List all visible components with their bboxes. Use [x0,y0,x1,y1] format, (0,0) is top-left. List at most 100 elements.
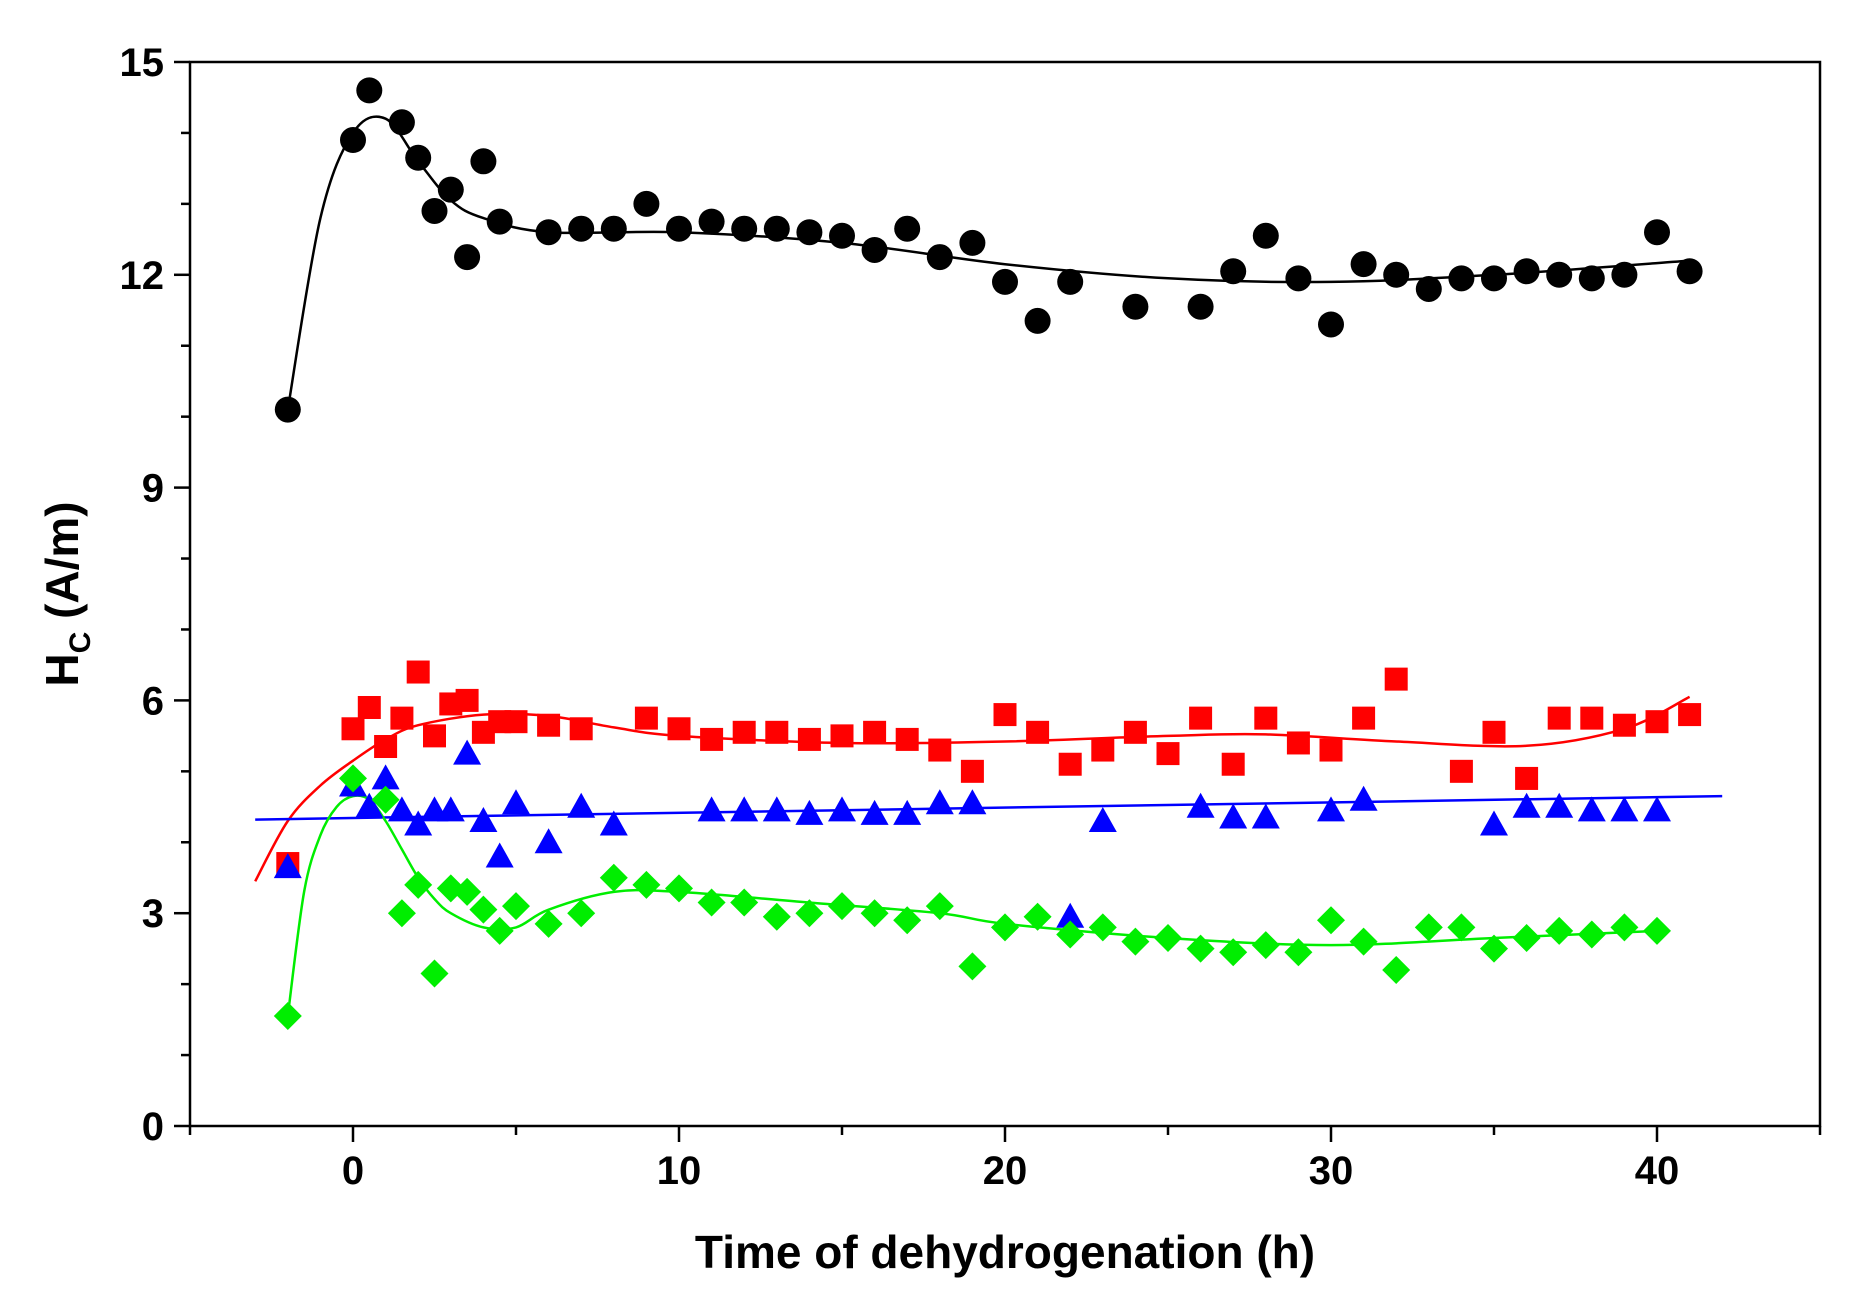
point-s1-13 [569,717,593,741]
point-s2-15 [697,796,726,822]
point-s0-43 [1676,258,1703,285]
point-s2-35 [1610,796,1639,822]
point-s3-1 [339,764,367,793]
point-s0-34 [1383,261,1410,288]
point-s0-3 [388,109,415,136]
x-tick-label-3: 30 [1309,1149,1354,1193]
point-s2-25 [1088,806,1117,832]
point-s1-15 [667,717,691,741]
point-s2-30 [1349,785,1378,811]
y-tick-label-1: 3 [142,892,164,936]
point-s3-42 [1545,916,1574,945]
point-s1-44 [1645,710,1669,734]
point-s3-33 [1251,931,1280,960]
point-s1-35 [1319,738,1343,762]
point-s1-11 [504,710,528,734]
point-s0-6 [437,176,464,203]
point-s3-37 [1382,955,1411,984]
point-s3-4 [404,870,433,899]
point-s3-27 [1056,920,1085,949]
point-s2-29 [1317,796,1345,822]
point-s1-25 [993,703,1017,727]
point-s1-36 [1352,706,1376,730]
point-s0-20 [861,236,888,263]
point-s2-22 [925,789,954,815]
point-s2-4 [387,796,416,822]
point-s0-8 [470,148,497,175]
point-s0-19 [829,222,855,249]
point-s3-29 [1121,927,1150,956]
point-s1-19 [797,727,821,751]
point-s1-23 [928,738,952,762]
point-s3-34 [1284,938,1313,967]
point-s0-32 [1318,311,1344,338]
point-s2-33 [1545,792,1574,818]
point-s2-5 [404,810,433,836]
point-s0-38 [1513,258,1540,285]
point-s2-2 [355,792,384,818]
point-s1-3 [374,735,398,759]
x-tick-label-4: 40 [1635,1149,1680,1193]
point-s0-16 [731,215,758,242]
y-axis-title-sub: C [64,632,97,654]
point-s0-24 [992,268,1018,295]
point-s3-18 [762,902,791,931]
point-s2-27 [1219,803,1248,829]
point-s2-28 [1251,803,1280,829]
point-s0-39 [1546,261,1573,288]
point-s3-45 [1643,916,1671,945]
point-s1-32 [1221,752,1245,776]
point-s0-21 [894,215,921,242]
point-s0-40 [1578,265,1605,292]
point-s2-32 [1512,792,1541,818]
point-s3-43 [1577,920,1606,949]
point-s3-38 [1414,913,1443,942]
y-axis-title-main: H [36,653,88,686]
point-s0-23 [959,229,986,256]
point-s3-20 [828,892,856,921]
point-s2-17 [762,796,791,822]
y-tick-label-4: 12 [120,254,165,298]
point-s0-36 [1448,265,1475,292]
point-s2-24 [1056,902,1085,928]
point-s3-25 [991,913,1019,942]
point-s0-17 [763,215,790,242]
point-s0-41 [1611,261,1638,288]
point-s0-10 [535,219,562,246]
point-s3-39 [1447,913,1476,942]
point-s2-12 [534,828,563,854]
point-s1-31 [1189,706,1213,730]
point-s1-17 [732,720,756,744]
point-s1-18 [765,720,789,744]
point-s2-10 [485,842,514,868]
point-s1-20 [830,724,854,748]
point-s0-27 [1122,293,1149,320]
point-s0-7 [454,244,481,271]
y-tick-label-0: 0 [142,1105,164,1149]
point-s0-15 [698,208,725,235]
point-s2-0 [273,853,302,879]
axis-ticks: 0 10 20 30 40 0 3 6 9 12 15 [120,41,1822,1193]
point-s0-9 [486,208,513,235]
point-s1-22 [895,727,919,751]
point-s3-31 [1186,934,1215,963]
point-s3-44 [1610,913,1639,942]
point-s2-20 [860,799,889,825]
point-s0-33 [1350,251,1377,278]
point-s2-11 [502,789,530,815]
point-s3-22 [893,906,922,935]
point-s1-39 [1482,720,1506,744]
point-s2-9 [469,806,498,832]
point-s2-8 [453,739,482,765]
point-s3-26 [1023,902,1052,931]
point-s3-14 [632,870,661,899]
point-s3-40 [1480,934,1508,963]
point-s0-37 [1481,265,1507,292]
point-s2-18 [795,799,824,825]
point-s0-35 [1415,275,1442,302]
point-s3-13 [599,863,628,892]
point-s0-25 [1024,307,1051,334]
point-s1-5 [406,660,430,684]
point-s3-21 [860,899,889,928]
